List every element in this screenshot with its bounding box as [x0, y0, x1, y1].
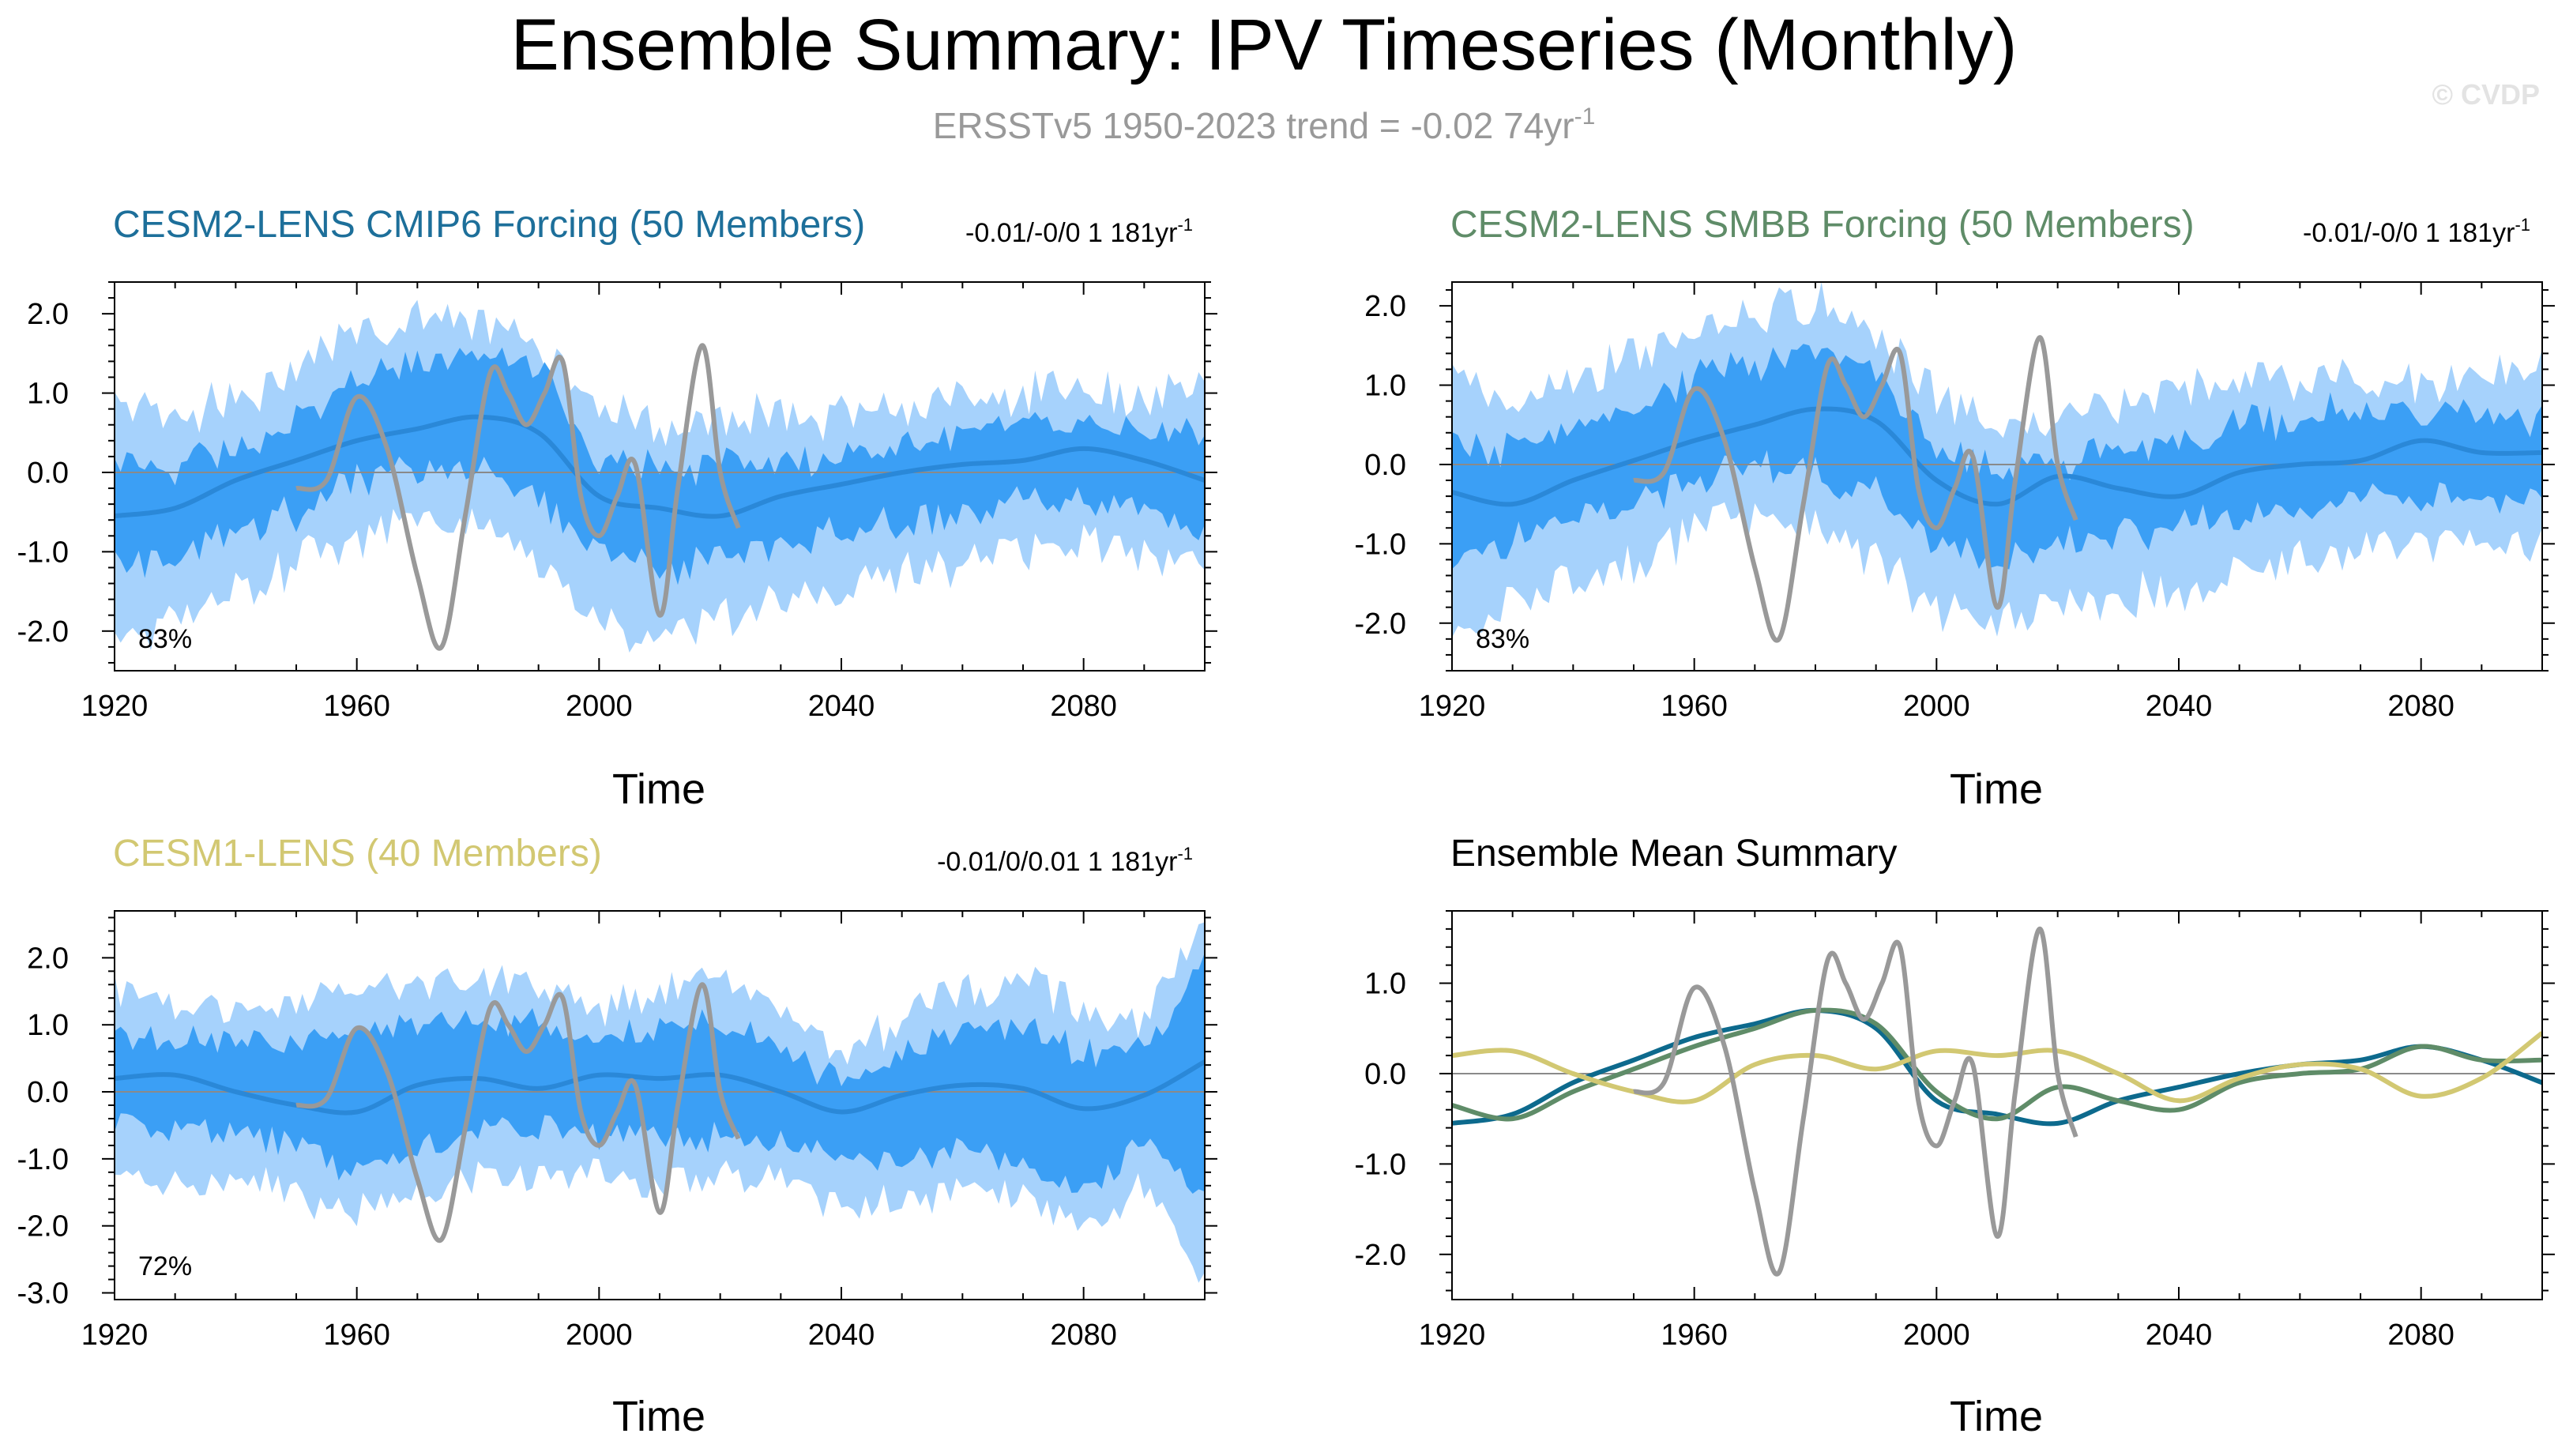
y-tick-label: -1.0 [1355, 528, 1406, 561]
y-tick-label: 0.0 [1364, 1058, 1406, 1091]
ensemble-mean-line [1452, 406, 2542, 507]
outer-spread-band [1452, 282, 2542, 638]
copyright-watermark: © CVDP [2432, 78, 2540, 111]
x-tick-label: 1960 [1661, 690, 1728, 723]
x-tick-label: 2000 [1903, 1319, 1970, 1352]
x-tick-label: 2000 [566, 1319, 633, 1352]
x-tick-label: 1920 [1419, 690, 1486, 723]
panel-cmip6-xlabel: Time [612, 766, 705, 813]
x-tick-label: 1920 [1419, 1319, 1486, 1352]
panel-cesm1-title: CESM1-LENS (40 Members) [113, 833, 602, 875]
panel-cesm1-plot: 1920 1960 2000 2040 2080 -3.0 -2.0 -1.0 0.0 1.0 2.… [17, 910, 1217, 1352]
y-tick-label: -1.0 [17, 1143, 69, 1176]
x-tick-label: 2040 [2146, 690, 2213, 723]
y-tick-label: 1.0 [27, 378, 69, 411]
x-tick-label: 1960 [323, 690, 390, 723]
panel-cesm1-percent: 72% [138, 1251, 192, 1281]
inner-spread-band [1452, 344, 2542, 570]
y-tick-label: -1.0 [1355, 1148, 1406, 1181]
x-tick-label: 2040 [808, 1319, 875, 1352]
panel-cmip6-percent: 83% [138, 624, 192, 654]
series-line-ersstv5 [1633, 926, 2078, 1277]
y-tick-label: -3.0 [17, 1277, 69, 1311]
figure-subtitle: ERSSTv5 1950-2023 trend = -0.02 74yr-1 [933, 103, 1596, 146]
y-tick-label: 0.0 [27, 1076, 69, 1109]
plot-clip-group [1452, 926, 2542, 1277]
y-tick-label: -2.0 [1355, 608, 1406, 641]
panel-smbb-trend: -0.01/-0/0 1 181yr-1 [2303, 215, 2530, 248]
y-tick-label: 1.0 [1364, 370, 1406, 403]
y-tick-label: -1.0 [17, 536, 69, 569]
panel-smbb-xlabel: Time [1950, 766, 2043, 813]
ensemble-mean-line [115, 414, 1205, 519]
plot-frame [1451, 910, 2543, 1300]
panel-cesm1-trend: -0.01/0/0.01 1 181yr-1 [937, 844, 1193, 877]
panel-cesm2-smbb: CESM2-LENS SMBB Forcing (50 Members) -0.… [1355, 204, 2555, 813]
y-tick-label: 0.0 [1364, 449, 1406, 482]
inner-spread-band [115, 347, 1205, 585]
observed-ersstv5-line [295, 982, 741, 1243]
y-tick-label: 0.0 [27, 457, 69, 490]
observed-ersstv5-line [295, 343, 741, 651]
plot-clip-group [115, 922, 1205, 1283]
panel-cmip6-plot: 1920 1960 2000 2040 2080 -2.0 -1.0 0.0 1.0 2.0 [17, 281, 1217, 723]
x-tick-label: 1920 [81, 1319, 149, 1352]
figure-subtitle-sup: -1 [1574, 103, 1596, 130]
panel-summary-xlabel: Time [1950, 1393, 2043, 1440]
observed-ersstv5-line [1633, 335, 2078, 643]
panel-cesm1: CESM1-LENS (40 Members) -0.01/0/0.01 1 1… [17, 833, 1217, 1440]
panel-cesm1-xlabel: Time [612, 1393, 705, 1440]
panel-smbb-title: CESM2-LENS SMBB Forcing (50 Members) [1450, 204, 2195, 246]
y-tick-label: 2.0 [27, 942, 69, 975]
panel-cmip6-title: CESM2-LENS CMIP6 Forcing (50 Members) [113, 204, 865, 246]
panel-cmip6-trend-text: -0.01/-0/0 1 181yr [965, 218, 1177, 248]
series-line-cesm2-lens-cmip6-forcing [1452, 1007, 2542, 1127]
x-tick-label: 2080 [1050, 690, 1117, 723]
y-tick-label: 1.0 [27, 1009, 69, 1042]
y-tick-label: -2.0 [17, 1210, 69, 1243]
panel-ensemble-mean-summary: Ensemble Mean Summary 1920 1960 2000 2040 20… [1355, 833, 2555, 1440]
x-tick-label: 1960 [1661, 1319, 1728, 1352]
panel-summary-plot: 1920 1960 2000 2040 2080 -2.0 -1.0 0.0 1.0 [1355, 910, 2555, 1352]
y-tick-label: -2.0 [17, 615, 69, 649]
panel-summary-title: Ensemble Mean Summary [1450, 833, 1898, 875]
panel-smbb-percent: 83% [1476, 624, 1529, 654]
x-tick-label: 2040 [2146, 1319, 2213, 1352]
figure-subtitle-main: ERSSTv5 1950-2023 trend = -0.02 74yr [933, 105, 1574, 146]
y-tick-label: 2.0 [27, 298, 69, 331]
x-tick-label: 1960 [323, 1319, 390, 1352]
figure-title: Ensemble Summary: IPV Timeseries (Monthl… [511, 5, 2018, 85]
x-tick-label: 2080 [1050, 1319, 1117, 1352]
y-tick-label: 1.0 [1364, 968, 1406, 1001]
x-tick-label: 2080 [2387, 690, 2455, 723]
x-tick-label: 2000 [1903, 690, 1970, 723]
x-tick-label: 2000 [566, 690, 633, 723]
panel-smbb-trend-sup: -1 [2515, 215, 2530, 235]
inner-spread-band [115, 952, 1205, 1194]
x-tick-label: 1920 [81, 690, 149, 723]
y-tick-label: 2.0 [1364, 290, 1406, 323]
x-tick-label: 2080 [2387, 1319, 2455, 1352]
plot-clip-group [115, 299, 1205, 653]
plot-clip-group [1452, 282, 2542, 643]
panel-cmip6-trend-sup: -1 [1177, 215, 1193, 235]
panel-cesm2-cmip6: CESM2-LENS CMIP6 Forcing (50 Members) -0… [17, 204, 1217, 813]
panel-cmip6-trend: -0.01/-0/0 1 181yr-1 [965, 215, 1193, 248]
panel-cesm1-trend-text: -0.01/0/0.01 1 181yr [937, 847, 1177, 877]
y-tick-label: -2.0 [1355, 1239, 1406, 1272]
x-tick-label: 2040 [808, 690, 875, 723]
panel-smbb-trend-text: -0.01/-0/0 1 181yr [2303, 218, 2515, 248]
panel-cesm1-trend-sup: -1 [1177, 844, 1193, 863]
panel-smbb-plot: 1920 1960 2000 2040 2080 -2.0 -1.0 0.0 1.0 2.0 [1355, 281, 2555, 723]
